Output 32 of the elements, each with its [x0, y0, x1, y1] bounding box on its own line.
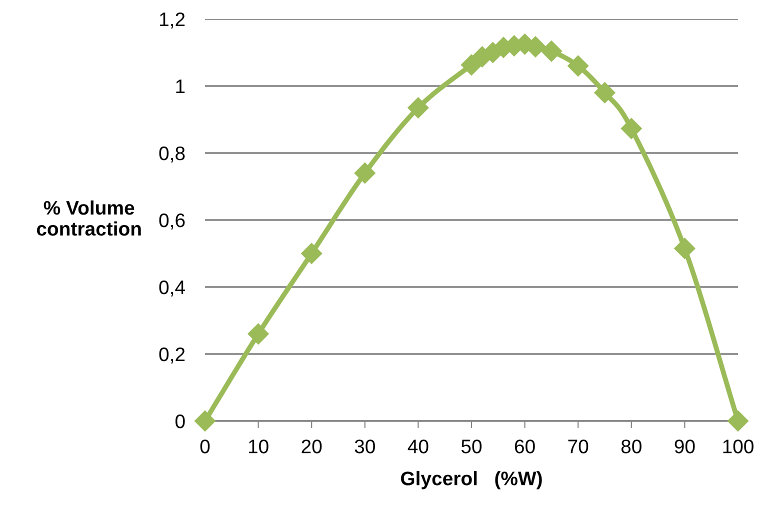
x-tick-label: 0 — [200, 440, 210, 454]
y-tick-label: 1,2 — [160, 12, 185, 29]
point — [354, 162, 376, 184]
y-tick-label: 0 — [176, 414, 185, 428]
point — [194, 410, 216, 432]
y-tick-label: 0,2 — [159, 347, 185, 364]
x-tick-label: 70 — [568, 440, 588, 454]
x-axis-title: Glycerol (%W) — [400, 471, 542, 490]
point — [727, 410, 749, 432]
point — [408, 97, 429, 118]
x-tick-label: 80 — [621, 440, 642, 454]
x-tick-label: 100 — [723, 440, 754, 454]
x-tick-label: 10 — [248, 440, 268, 454]
point — [460, 54, 482, 76]
x-tick-label: 60 — [514, 440, 535, 454]
point — [568, 55, 589, 76]
y-tick-label: 0,6 — [159, 213, 185, 230]
y-tick-label: 1 — [176, 80, 185, 94]
x-tick-label: 40 — [408, 440, 428, 454]
y-tick-label: 0,4 — [159, 280, 185, 297]
y-tick-label: 0,8 — [159, 146, 185, 163]
point — [540, 40, 562, 62]
x-tick-label: 50 — [461, 440, 482, 454]
x-tick-label: 90 — [674, 440, 695, 454]
point — [594, 82, 616, 104]
x-tick-label: 20 — [302, 440, 322, 454]
point — [248, 323, 269, 344]
point — [674, 238, 696, 259]
y-axis-title: % Volume contraction — [36, 200, 141, 236]
point — [301, 242, 322, 264]
point — [620, 118, 642, 140]
x-tick-label: 30 — [354, 440, 375, 454]
